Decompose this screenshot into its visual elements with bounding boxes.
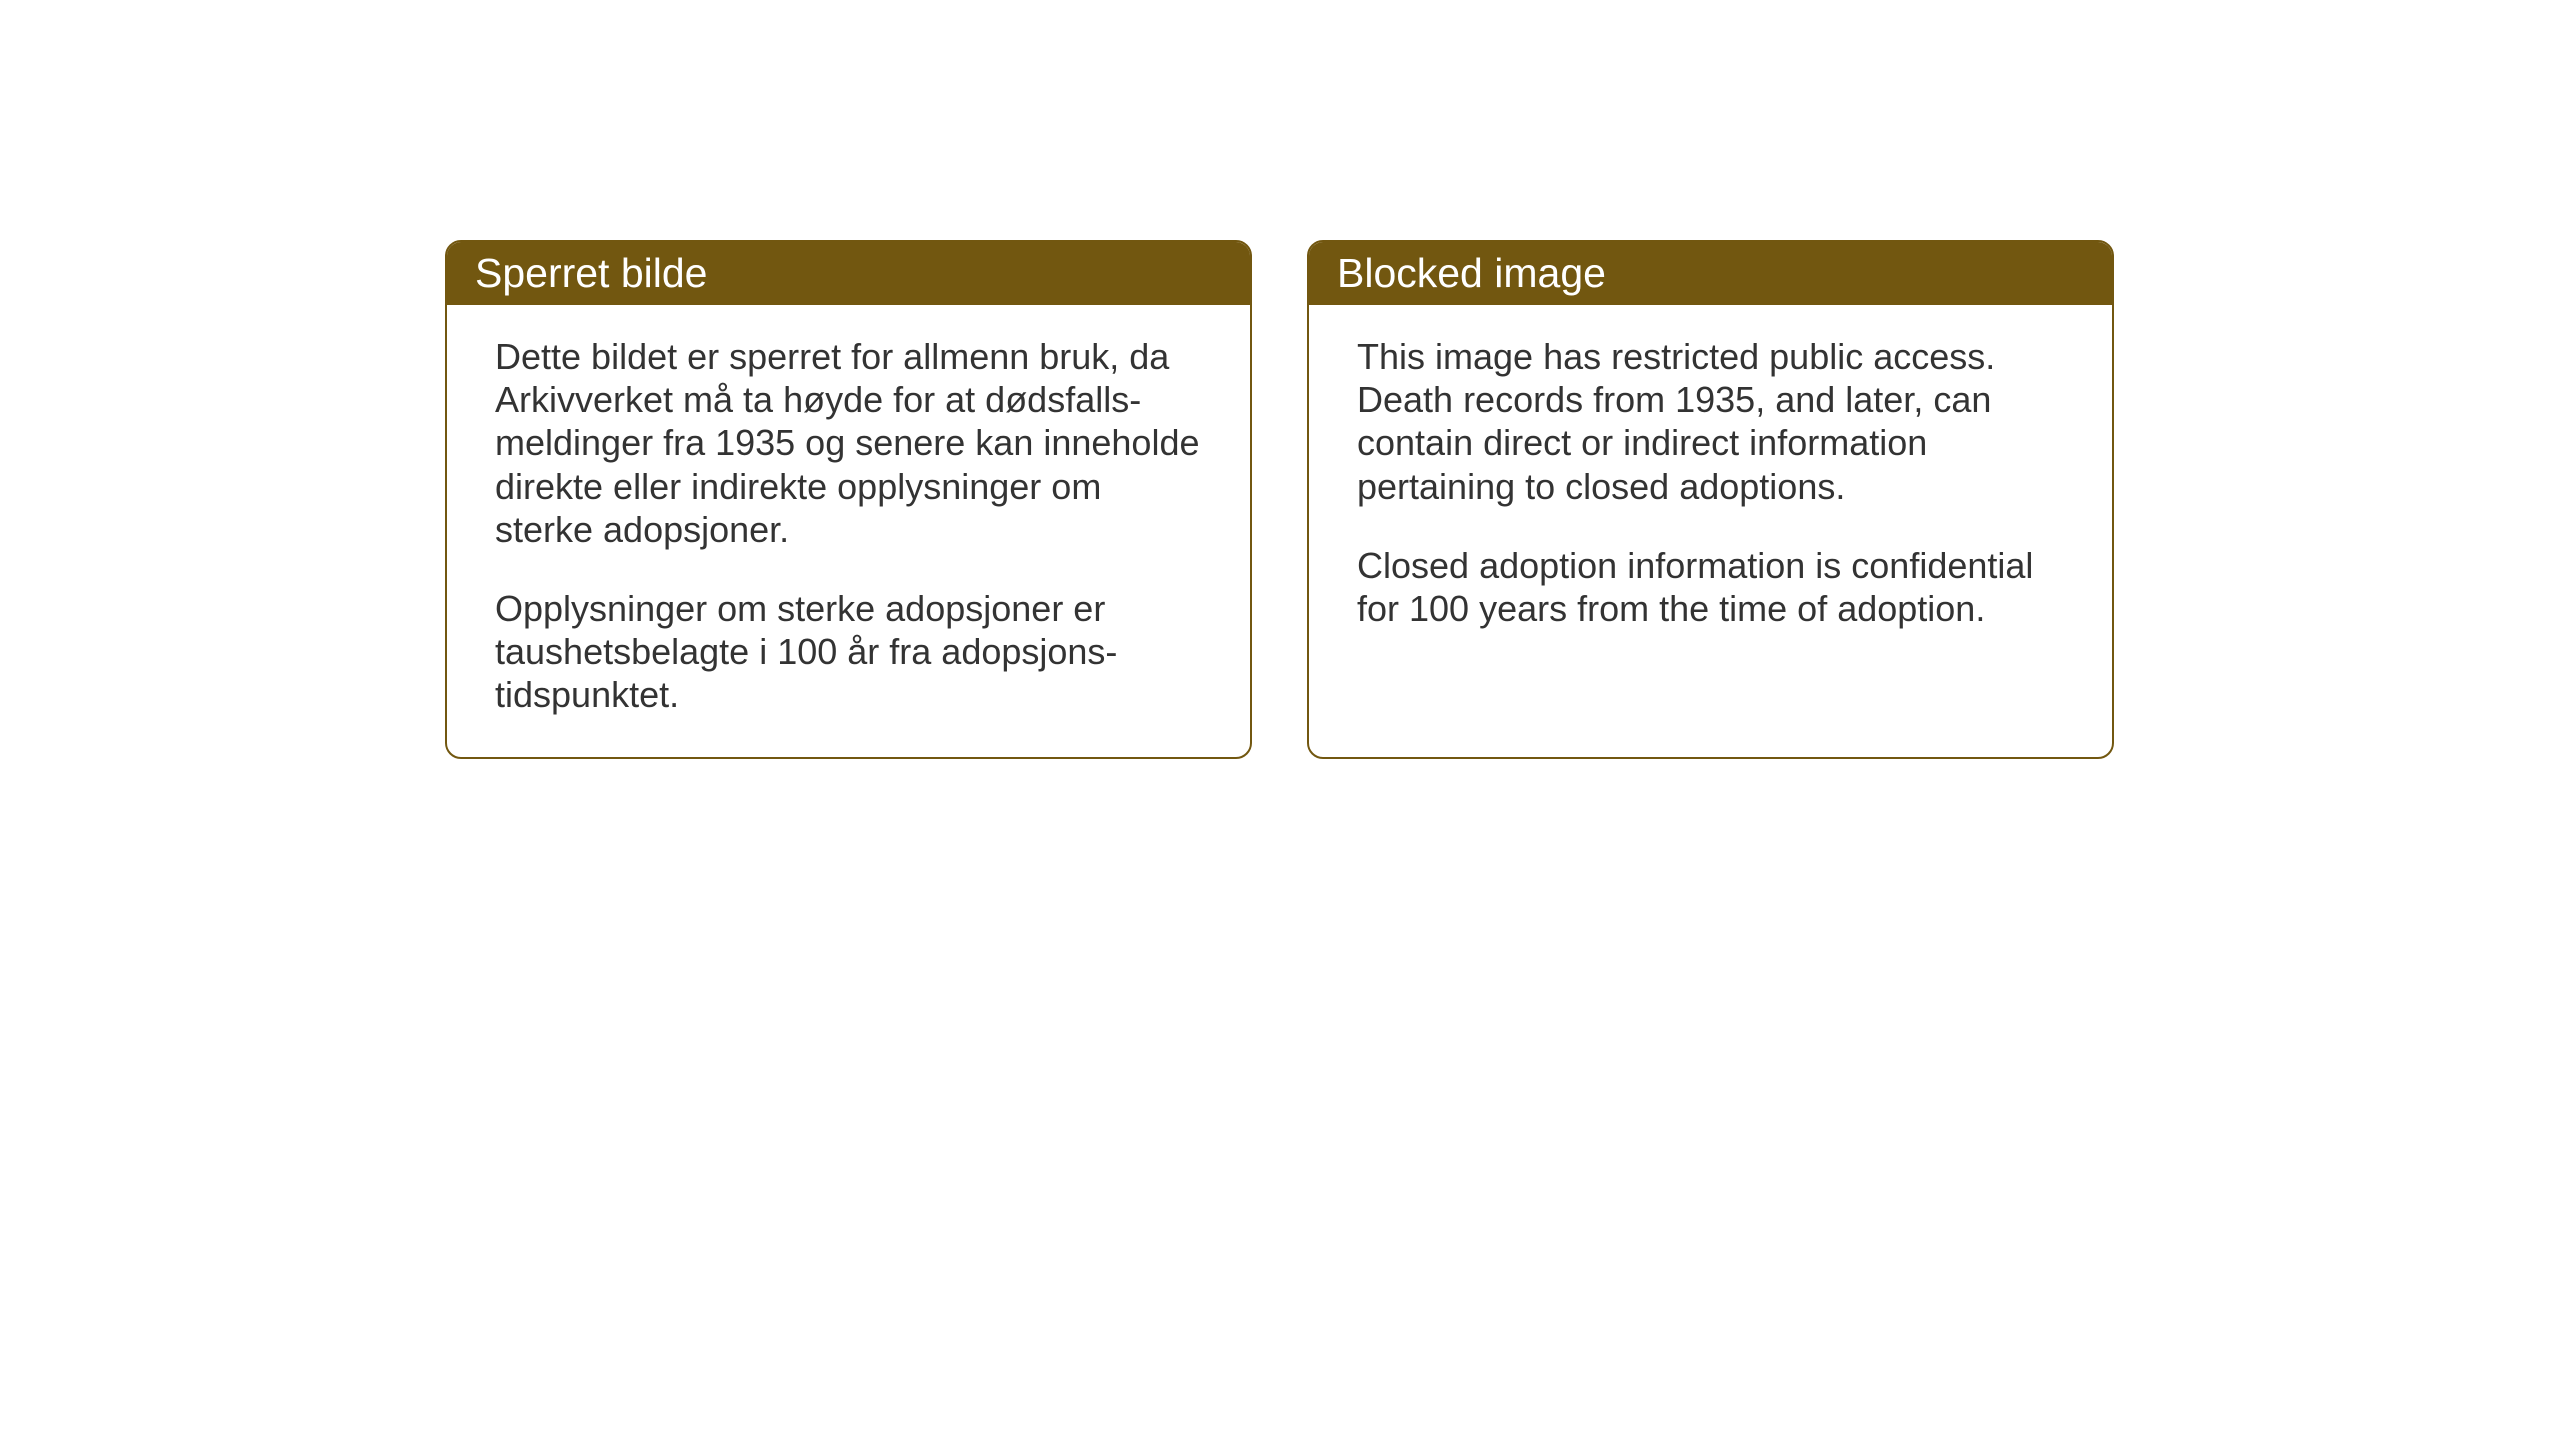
notice-paragraph-2-norwegian: Opplysninger om sterke adopsjoner er tau… [495,587,1202,717]
notice-body-norwegian: Dette bildet er sperret for allmenn bruk… [447,305,1250,757]
notice-card-norwegian: Sperret bilde Dette bildet er sperret fo… [445,240,1252,759]
notice-paragraph-1-english: This image has restricted public access.… [1357,335,2064,508]
notice-cards-container: Sperret bilde Dette bildet er sperret fo… [445,240,2114,759]
notice-title-norwegian: Sperret bilde [475,250,707,296]
notice-body-english: This image has restricted public access.… [1309,305,2112,720]
notice-card-english: Blocked image This image has restricted … [1307,240,2114,759]
notice-title-english: Blocked image [1337,250,1606,296]
notice-paragraph-1-norwegian: Dette bildet er sperret for allmenn bruk… [495,335,1202,551]
notice-header-english: Blocked image [1309,242,2112,305]
notice-header-norwegian: Sperret bilde [447,242,1250,305]
notice-paragraph-2-english: Closed adoption information is confident… [1357,544,2064,630]
